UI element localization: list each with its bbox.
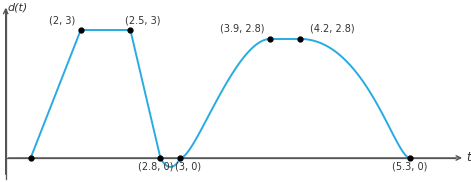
Text: (2, 3): (2, 3) — [49, 15, 76, 25]
Text: (2.5, 3): (2.5, 3) — [125, 15, 160, 25]
Text: t: t — [466, 151, 471, 164]
Text: d(t): d(t) — [8, 3, 28, 13]
Text: (4.2, 2.8): (4.2, 2.8) — [310, 24, 355, 34]
Text: (3, 0): (3, 0) — [175, 162, 202, 171]
Text: (5.3, 0): (5.3, 0) — [392, 162, 428, 171]
Text: (2.8, 0): (2.8, 0) — [138, 162, 173, 171]
Text: (3.9, 2.8): (3.9, 2.8) — [220, 24, 265, 34]
